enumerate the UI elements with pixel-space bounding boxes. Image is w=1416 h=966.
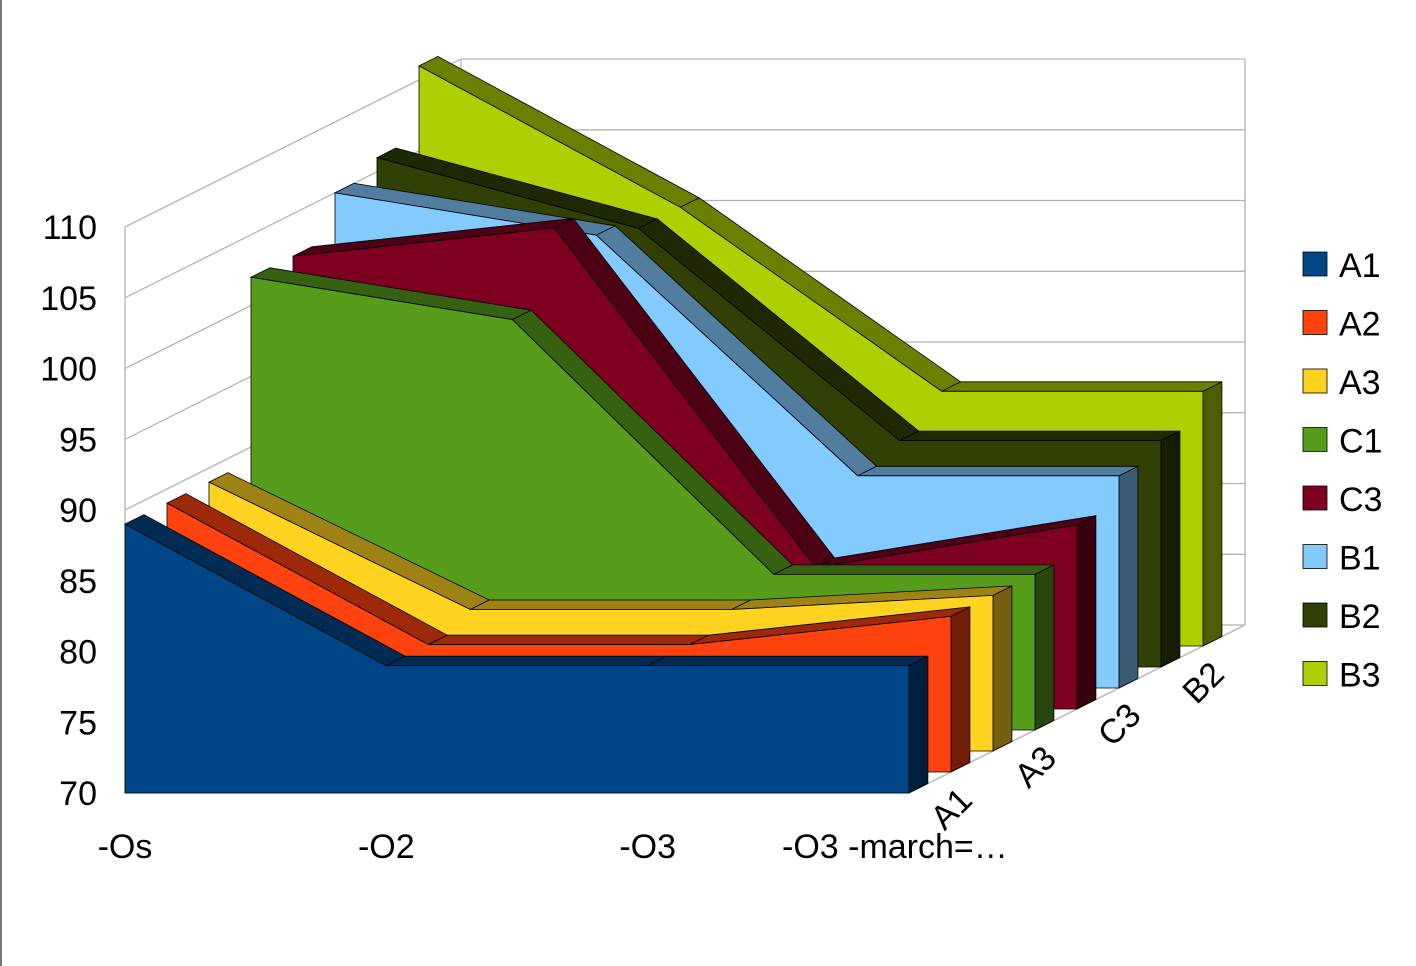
legend-swatch-c3 xyxy=(1302,485,1328,511)
slab-end-c3 xyxy=(1076,514,1097,710)
y-axis-tick-labels: 70 75 80 85 90 95 100 105 110 xyxy=(40,209,97,813)
legend-swatch-b1 xyxy=(1302,544,1328,569)
legend-label-a2: A2 xyxy=(1339,306,1381,344)
legend-swatch-a3 xyxy=(1302,368,1328,394)
legend-swatch-b2 xyxy=(1302,602,1328,628)
legend-swatch-a2 xyxy=(1302,310,1328,335)
legend-label-c1: C1 xyxy=(1339,423,1382,461)
x-category-label-o2-1: -O2 xyxy=(358,828,415,866)
legend-item-c3: C3 xyxy=(1302,481,1382,519)
gridline-110 xyxy=(124,58,1245,228)
legend-label-a3: A3 xyxy=(1339,364,1381,402)
legend-item-a1: A1 xyxy=(1302,247,1381,285)
y-tick-label-90: 90 xyxy=(59,492,97,530)
legend-item-a2: A2 xyxy=(1302,306,1381,344)
slab-end-a1 xyxy=(908,655,929,794)
slab-top-a1-2 xyxy=(647,655,929,666)
legend-item-a3: A3 xyxy=(1302,364,1381,402)
legend-item-b2: B2 xyxy=(1302,598,1381,636)
slab-end-b3 xyxy=(1202,381,1223,647)
slab-top-b3-2 xyxy=(941,381,1223,392)
slab-top-b1-2 xyxy=(857,465,1139,477)
legend-label-b3: B3 xyxy=(1339,657,1381,695)
slab-end-a2 xyxy=(950,606,971,773)
slab-top-a2-1 xyxy=(428,634,709,645)
slab-front-a1 xyxy=(124,523,910,794)
plot-area xyxy=(124,55,1223,794)
x-category-label-o3-march-3: -O3 -march=… xyxy=(782,828,1008,866)
y-tick-label-110: 110 xyxy=(43,209,97,247)
legend-label-a1: A1 xyxy=(1339,247,1381,285)
legend: A1 A2 A3 C1 C3 B1 B2 B3 xyxy=(1302,247,1382,695)
y-tick-label-75: 75 xyxy=(59,704,97,742)
legend-swatch-b3 xyxy=(1302,661,1328,686)
legend-swatch-a1 xyxy=(1302,251,1328,277)
slab-end-b2 xyxy=(1160,430,1181,668)
legend-item-b1: B1 xyxy=(1302,540,1381,578)
depth-label-a3: A3 xyxy=(1007,739,1063,795)
slab-top-b2-2 xyxy=(899,430,1181,442)
y-tick-label-80: 80 xyxy=(59,634,97,672)
y-tick-label-100: 100 xyxy=(40,351,97,389)
legend-item-b3: B3 xyxy=(1302,657,1381,695)
depth-label-b2: B2 xyxy=(1175,655,1231,711)
y-tick-label-70: 70 xyxy=(59,775,97,813)
x-category-label-o3-2: -O3 xyxy=(619,828,676,866)
depth-label-c3: C3 xyxy=(1091,696,1149,754)
slab-end-a3 xyxy=(992,585,1013,752)
y-tick-label-85: 85 xyxy=(59,563,97,601)
slab-top-a1-1 xyxy=(386,655,667,666)
legend-item-c1: C1 xyxy=(1302,423,1382,461)
slab-end-c1 xyxy=(1034,564,1055,731)
x-category-label-os-0: -Os xyxy=(98,828,153,866)
legend-label-b2: B2 xyxy=(1339,598,1381,636)
slab-top-c1-2 xyxy=(773,564,1055,575)
slab-top-a3-1 xyxy=(470,599,751,610)
y-tick-label-95: 95 xyxy=(59,421,97,459)
legend-label-b1: B1 xyxy=(1339,540,1381,578)
series-a1 xyxy=(124,514,929,794)
legend-label-c3: C3 xyxy=(1339,481,1382,519)
y-tick-label-105: 105 xyxy=(40,280,97,318)
slab-end-b1 xyxy=(1118,465,1139,689)
x-axis-category-labels: -Os -O2 -O3 -O3 -march=… xyxy=(98,828,1008,866)
legend-swatch-c1 xyxy=(1302,427,1328,452)
